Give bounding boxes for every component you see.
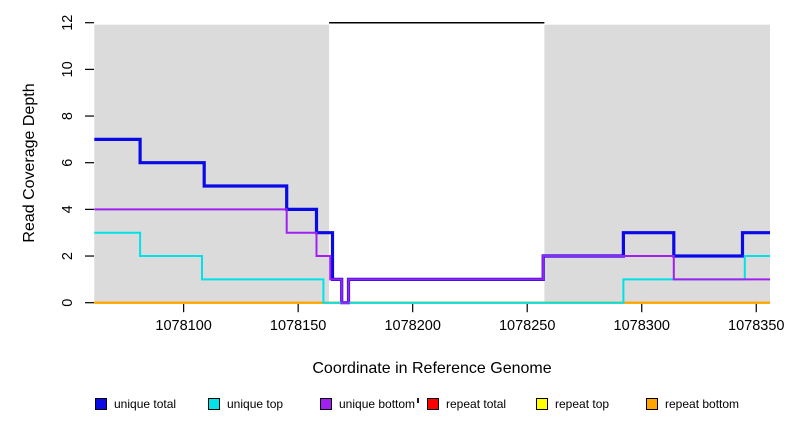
legend-swatch-icon <box>427 398 439 410</box>
legend-swatch-icon <box>320 398 332 410</box>
x-tick-label: 1078350 <box>728 318 784 334</box>
series-line-unique-bottom <box>94 208 770 304</box>
legend-item-repeat-total: repeat total <box>427 397 506 411</box>
coverage-chart: 1078100 1078150 1078200 1078250 1078300 10783… <box>60 15 785 334</box>
y-tick-label: 6 <box>60 159 76 167</box>
stray-mark <box>417 398 419 403</box>
repeat-region-left <box>94 24 330 303</box>
chart-legend: unique total unique top unique bottom repea… <box>0 397 792 415</box>
legend-label: unique top <box>227 397 284 411</box>
y-tick-label: 12 <box>60 15 76 31</box>
x-tick-label: 1078150 <box>270 318 326 334</box>
legend-label: repeat top <box>555 397 610 411</box>
y-tick-label: 10 <box>60 61 76 77</box>
legend-item-unique-top: unique top <box>208 397 283 411</box>
legend-item-unique-total: unique total <box>95 397 176 411</box>
legend-item-repeat-top: repeat top <box>536 397 609 411</box>
legend-swatch-icon <box>536 398 548 410</box>
x-tick-label: 1078100 <box>155 318 211 334</box>
y-tick-label: 4 <box>60 205 76 213</box>
legend-swatch-icon <box>208 398 220 410</box>
x-axis-title: Coordinate in Reference Genome <box>312 360 552 377</box>
y-tick-label: 8 <box>60 112 76 120</box>
x-tick-label: 1078200 <box>384 318 440 334</box>
legend-label: unique total <box>114 397 177 411</box>
y-axis-title: Read Coverage Depth <box>21 83 38 243</box>
legend-swatch-icon <box>95 398 107 410</box>
x-tick-label: 1078250 <box>499 318 555 334</box>
repeat-region-right <box>544 24 770 303</box>
legend-swatch-icon <box>646 398 658 410</box>
legend-label: unique bottom <box>339 397 416 411</box>
legend-item-repeat-bottom: repeat bottom <box>646 397 739 411</box>
legend-label: repeat total <box>446 397 507 411</box>
x-tick-label: 1078300 <box>614 318 670 334</box>
legend-label: repeat bottom <box>665 397 740 411</box>
series-line-unique-top <box>94 231 770 304</box>
legend-item-unique-bottom: unique bottom <box>320 397 415 411</box>
y-tick-label: 2 <box>60 252 76 260</box>
y-tick-label: 0 <box>60 299 76 307</box>
